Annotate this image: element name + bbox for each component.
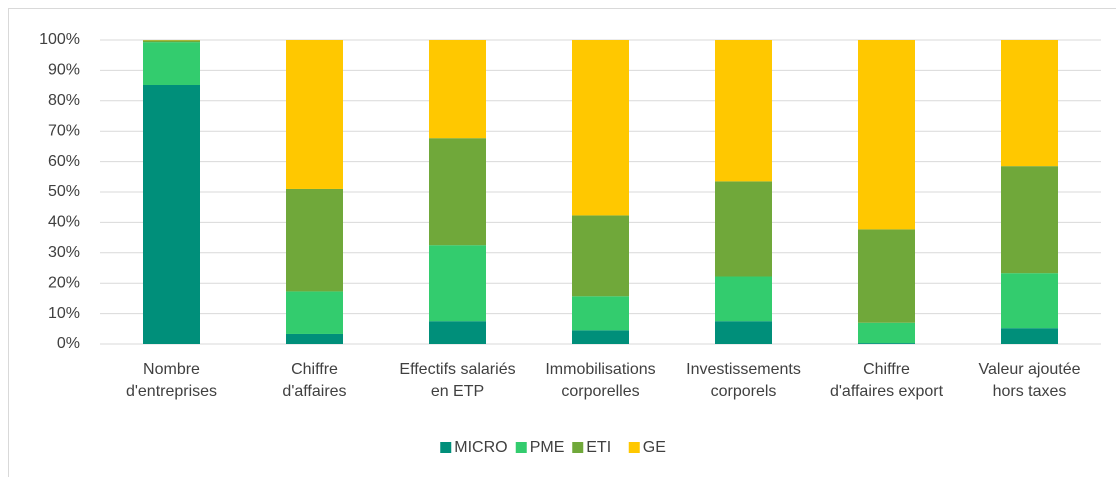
bar-segment xyxy=(858,229,915,323)
y-tick-label: 40% xyxy=(48,214,80,231)
legend-swatch xyxy=(440,442,452,453)
bar-segment xyxy=(429,40,486,139)
x-tick-label: d'entreprises xyxy=(126,383,217,400)
y-tick-label: 20% xyxy=(48,274,80,291)
bar-segment xyxy=(143,42,200,85)
x-tick-label: Investissements xyxy=(686,361,801,378)
bar-segment xyxy=(572,296,629,331)
bar-segment xyxy=(286,333,343,344)
bar-segment xyxy=(1001,328,1058,344)
bar-segment xyxy=(715,321,772,344)
bar-segment xyxy=(1001,273,1058,329)
x-tick-label: corporelles xyxy=(561,383,639,400)
legend-label: MICRO xyxy=(454,439,507,456)
bar-segment xyxy=(286,291,343,334)
y-tick-label: 0% xyxy=(57,335,80,352)
x-tick-label: corporels xyxy=(711,383,777,400)
bar-segment xyxy=(858,40,915,230)
bar-segment xyxy=(858,343,915,344)
bar-segment xyxy=(572,40,629,216)
y-tick-label: 30% xyxy=(48,244,80,261)
bar-segment xyxy=(286,40,343,189)
bar-segment xyxy=(715,276,772,322)
x-tick-label: en ETP xyxy=(431,383,484,400)
bar-segment xyxy=(429,138,486,246)
y-tick-label: 100% xyxy=(39,31,80,48)
bar-segment xyxy=(572,215,629,297)
legend-swatch xyxy=(572,442,584,453)
x-tick-label: Immobilisations xyxy=(545,361,655,378)
bar-segment xyxy=(715,181,772,277)
x-tick-label: Valeur ajoutée xyxy=(979,361,1081,378)
bar-segment xyxy=(143,84,200,344)
legend-label: ETI xyxy=(586,439,611,456)
legend-swatch xyxy=(515,442,527,453)
bar-segment xyxy=(715,40,772,182)
bar-segment xyxy=(429,245,486,322)
x-tick-label: hors taxes xyxy=(993,383,1067,400)
x-tick-label: d'affaires export xyxy=(830,383,944,400)
y-tick-label: 60% xyxy=(48,153,80,170)
legend-swatch xyxy=(628,442,640,453)
bar-segment xyxy=(1001,166,1058,274)
legend-label: GE xyxy=(643,439,666,456)
y-tick-label: 50% xyxy=(48,183,80,200)
bar-segment xyxy=(858,322,915,344)
x-tick-label: Chiffre xyxy=(863,361,910,378)
y-tick-label: 10% xyxy=(48,305,80,322)
bar-segment xyxy=(1001,40,1058,167)
x-tick-label: Nombre xyxy=(143,361,200,378)
bar-segment xyxy=(143,40,200,43)
bar-segment xyxy=(286,188,343,292)
bar-segment xyxy=(572,330,629,344)
x-tick-label: Effectifs salariés xyxy=(399,361,515,378)
legend-label: PME xyxy=(530,439,565,456)
y-tick-label: 90% xyxy=(48,62,80,79)
x-tick-label: Chiffre xyxy=(291,361,338,378)
chart-frame xyxy=(8,8,1116,477)
x-tick-label: d'affaires xyxy=(282,383,346,400)
y-tick-label: 70% xyxy=(48,122,80,139)
y-tick-label: 80% xyxy=(48,92,80,109)
bar-segment xyxy=(429,321,486,344)
